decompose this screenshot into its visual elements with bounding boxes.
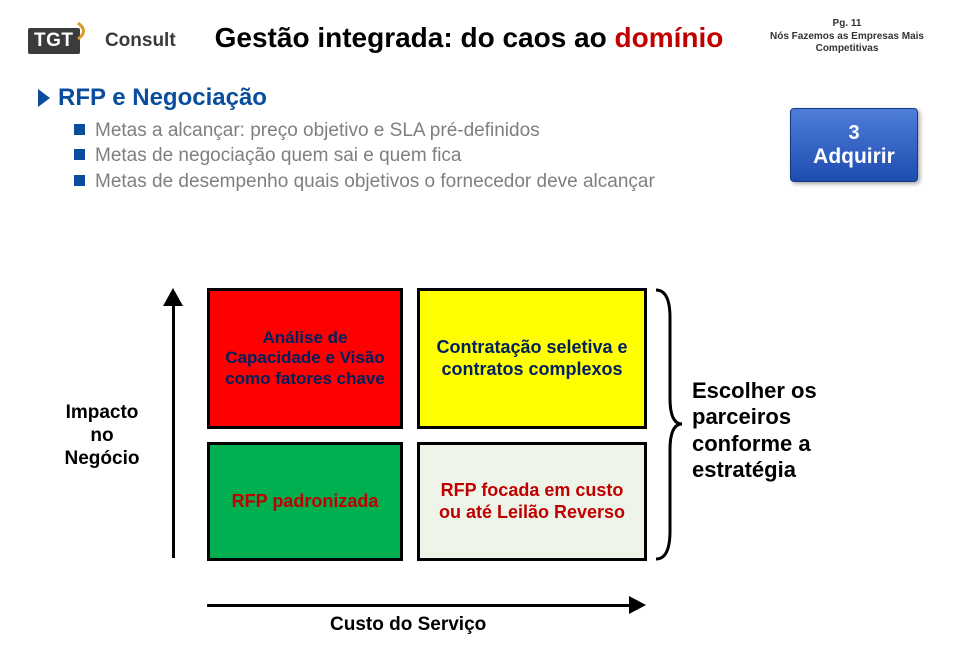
- x-axis-label: Custo do Serviço: [330, 614, 486, 636]
- logo-arc-icon: [77, 20, 93, 47]
- title-part-2: domínio: [615, 22, 724, 53]
- matrix-diagram: Impacto no Negócio Análise de Capacidade…: [52, 270, 912, 610]
- matrix-cell-bottom-right: RFP focada em custo ou até Leilão Revers…: [417, 442, 647, 561]
- diagram-conclusion: Escolher os parceiros conforme a estraté…: [692, 378, 892, 484]
- y-axis-label: Impacto no Negócio: [52, 402, 152, 470]
- header: TGT Consult Gestão integrada: do caos ao…: [28, 18, 932, 56]
- logo-box: TGT: [28, 28, 80, 54]
- cell-label: RFP focada em custo ou até Leilão Revers…: [428, 480, 636, 523]
- tagline-line1: Nós Fazemos as Empresas Mais: [770, 31, 924, 42]
- y-axis-line: [172, 300, 175, 558]
- cell-label: RFP padronizada: [232, 491, 379, 513]
- page-number: Pg. 11: [762, 18, 932, 31]
- slide: TGT Consult Gestão integrada: do caos ao…: [0, 0, 960, 657]
- matrix-cell-bottom-left: RFP padronizada: [207, 442, 403, 561]
- slide-title: Gestão integrada: do caos ao domínio: [176, 22, 762, 54]
- square-bullet-icon: [74, 149, 85, 160]
- step-label: Adquirir: [791, 145, 917, 169]
- bullet-text: Metas a alcançar: preço objetivo e SLA p…: [95, 118, 540, 144]
- section-title: RFP e Negociação: [58, 84, 267, 112]
- logo-text: Consult: [105, 30, 176, 51]
- bullet-text: Metas de desempenho quais objetivos o fo…: [95, 169, 655, 195]
- step-number: 3: [791, 122, 917, 145]
- cell-label: Contratação seletiva e contratos complex…: [428, 337, 636, 380]
- slide-title-wrap: Gestão integrada: do caos ao domínio: [176, 18, 762, 54]
- x-axis-line: [207, 604, 629, 607]
- chevron-right-icon: [38, 89, 50, 107]
- tagline-line2: Competitivas: [816, 43, 879, 54]
- arrow-right-icon: [629, 596, 646, 614]
- square-bullet-icon: [74, 175, 85, 186]
- matrix-cell-top-left: Análise de Capacidade e Visão como fator…: [207, 288, 403, 429]
- matrix-grid: Análise de Capacidade e Visão como fator…: [207, 288, 647, 561]
- bullet-text: Metas de negociação quem sai e quem fica: [95, 143, 462, 169]
- title-part-1: Gestão integrada: do caos ao: [215, 22, 615, 53]
- matrix-cell-top-right: Contratação seletiva e contratos complex…: [417, 288, 647, 429]
- logo: TGT Consult: [28, 18, 176, 54]
- cell-label: Análise de Capacidade e Visão como fator…: [218, 328, 392, 389]
- square-bullet-icon: [74, 124, 85, 135]
- header-meta: Pg. 11 Nós Fazemos as Empresas Mais Comp…: [762, 18, 932, 56]
- step-badge: 3 Adquirir: [790, 108, 918, 182]
- arrow-up-icon: [163, 288, 183, 306]
- brace-icon: [652, 288, 684, 561]
